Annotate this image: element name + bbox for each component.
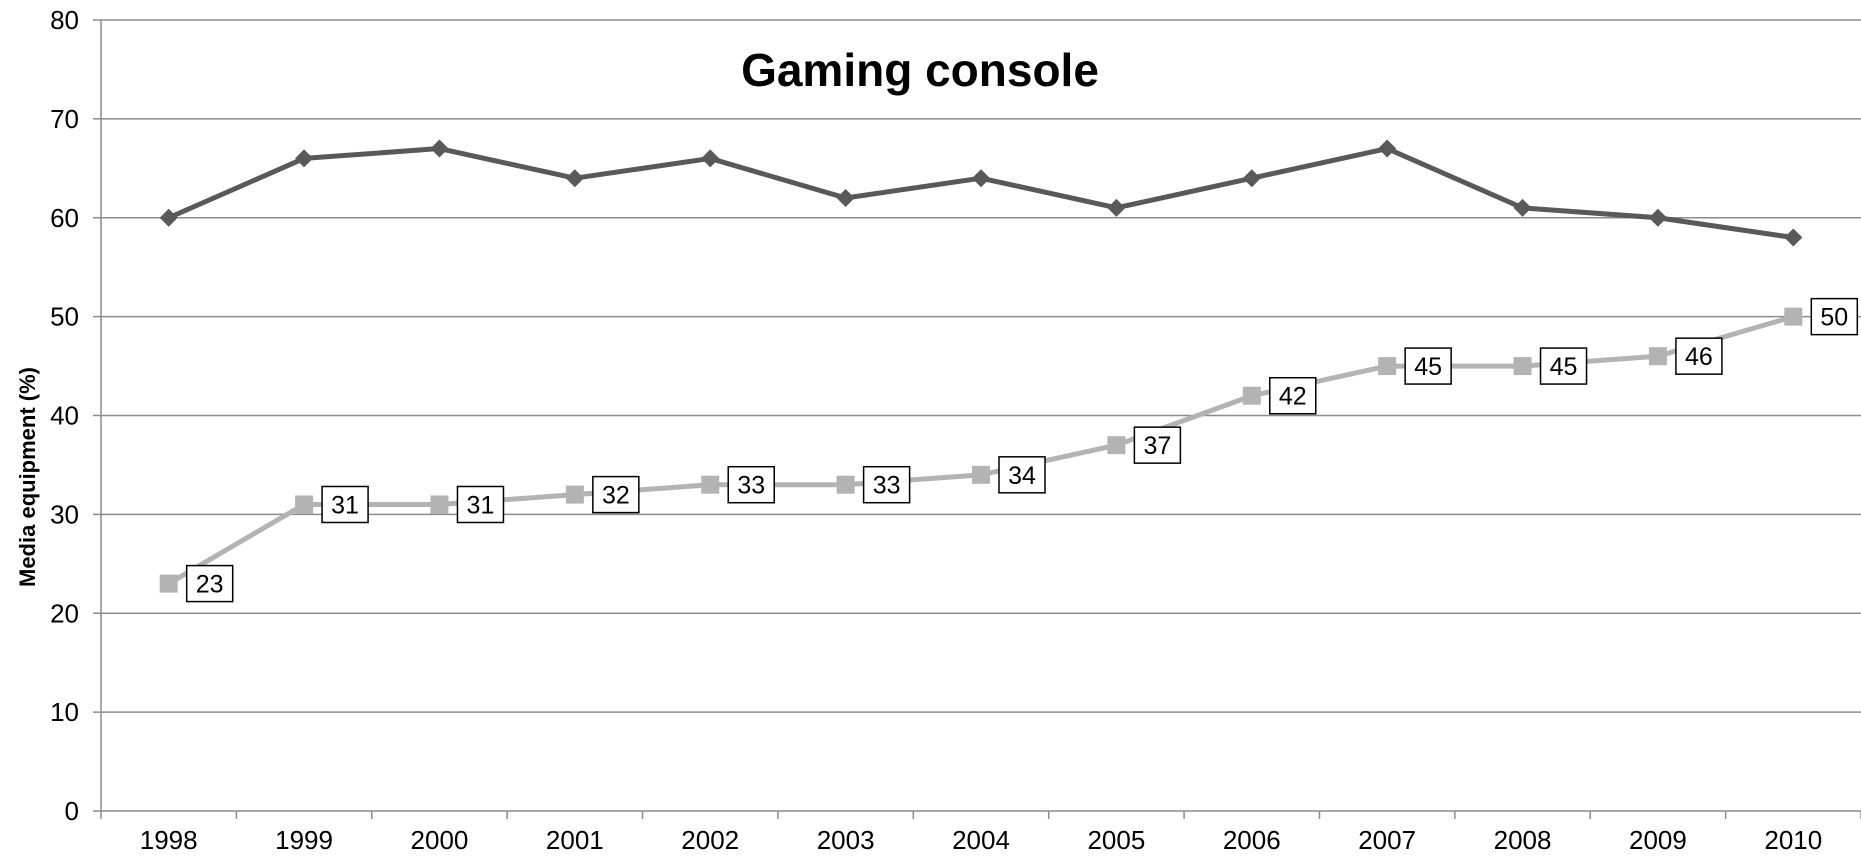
data-point-diamond [565,169,584,188]
data-label: 45 [1550,353,1578,381]
y-tick-label: 70 [50,104,79,134]
data-point-square [701,475,720,494]
x-tick-label: 1998 [140,825,198,855]
data-point-square [1242,386,1261,405]
data-point-square [1513,357,1532,376]
data-point-square [1378,357,1397,376]
data-point-diamond [1513,198,1532,217]
y-tick-label: 20 [50,598,79,628]
data-label: 31 [467,491,495,519]
data-point-square [836,475,855,494]
data-point-diamond [972,169,990,188]
data-label: 45 [1414,353,1442,381]
data-label-box [1404,347,1452,385]
data-label: 50 [1820,304,1848,332]
data-point-square [430,495,449,514]
data-label: 32 [602,482,630,510]
data-point-diamond [430,139,449,158]
y-tick-label: 40 [50,401,79,431]
x-tick-label: 2003 [817,825,875,855]
data-label: 31 [331,491,359,519]
y-tick-label: 80 [50,5,79,35]
data-label: 46 [1685,343,1713,371]
data-point-diamond [1784,228,1803,247]
y-tick-label: 30 [50,499,79,529]
data-label-box [321,485,369,524]
y-axis-label: Media equipment (%) [15,367,40,587]
x-tick-label: 2006 [1223,825,1281,855]
data-label-box [862,465,911,504]
data-label: 42 [1279,383,1307,411]
data-point-square [295,495,314,514]
data-point-diamond [1107,198,1126,217]
data-point-square [565,485,584,504]
data-point-diamond [1378,139,1397,158]
data-point-diamond [701,149,720,168]
chart-title: Gaming console [741,44,1099,96]
data-label-box [592,475,640,514]
data-label-box [1269,376,1317,415]
y-tick-label: 60 [50,203,79,233]
y-tick-label: 50 [50,302,79,332]
series-line [167,146,1794,240]
data-point-diamond [295,149,314,168]
x-tick-label: 2005 [1087,825,1145,855]
x-tick-label: 2000 [411,825,469,855]
y-tick-label: 10 [50,697,79,727]
data-label-box [456,485,505,524]
x-tick-label: 2008 [1494,825,1552,855]
x-tick-label: 2002 [681,825,739,855]
data-labels: 23 31 31 32 33 33 34 37 42 45 45 46 50 [185,297,1859,603]
data-label: 33 [873,472,901,500]
axes: 0 10 20 30 40 50 60 70 80 1998 1999 2000 2001 2002 200… [50,5,1861,855]
data-label: 37 [1143,432,1171,460]
x-tick-label: 2004 [952,825,1010,855]
data-point-square [159,574,178,593]
data-point-diamond [836,188,855,207]
data-label: 33 [737,472,765,500]
data-point-square [1648,347,1667,366]
x-tick-label: 2010 [1764,825,1822,855]
data-label-box [1810,297,1859,336]
data-label-box [998,456,1046,494]
x-tick-label: 2001 [546,825,604,855]
data-label-box [1675,337,1723,375]
x-tick-label: 1999 [275,825,333,855]
data-label-box [185,564,234,603]
x-tick-label: 2007 [1358,825,1416,855]
data-label-box [727,465,775,504]
data-label-box [1539,347,1588,385]
data-label: 34 [1008,462,1036,490]
data-point-square [1107,436,1126,455]
series [159,139,1803,593]
x-tick-label: 2009 [1629,825,1687,855]
data-label: 23 [196,571,224,599]
data-label-box [1133,426,1182,464]
data-point-square [1784,307,1803,326]
data-point-square [972,465,990,484]
y-tick-label: 0 [65,796,79,826]
data-point-diamond [1648,208,1667,227]
gridlines [101,19,1861,713]
data-point-diamond [159,208,178,227]
data-point-diamond [1242,169,1261,188]
